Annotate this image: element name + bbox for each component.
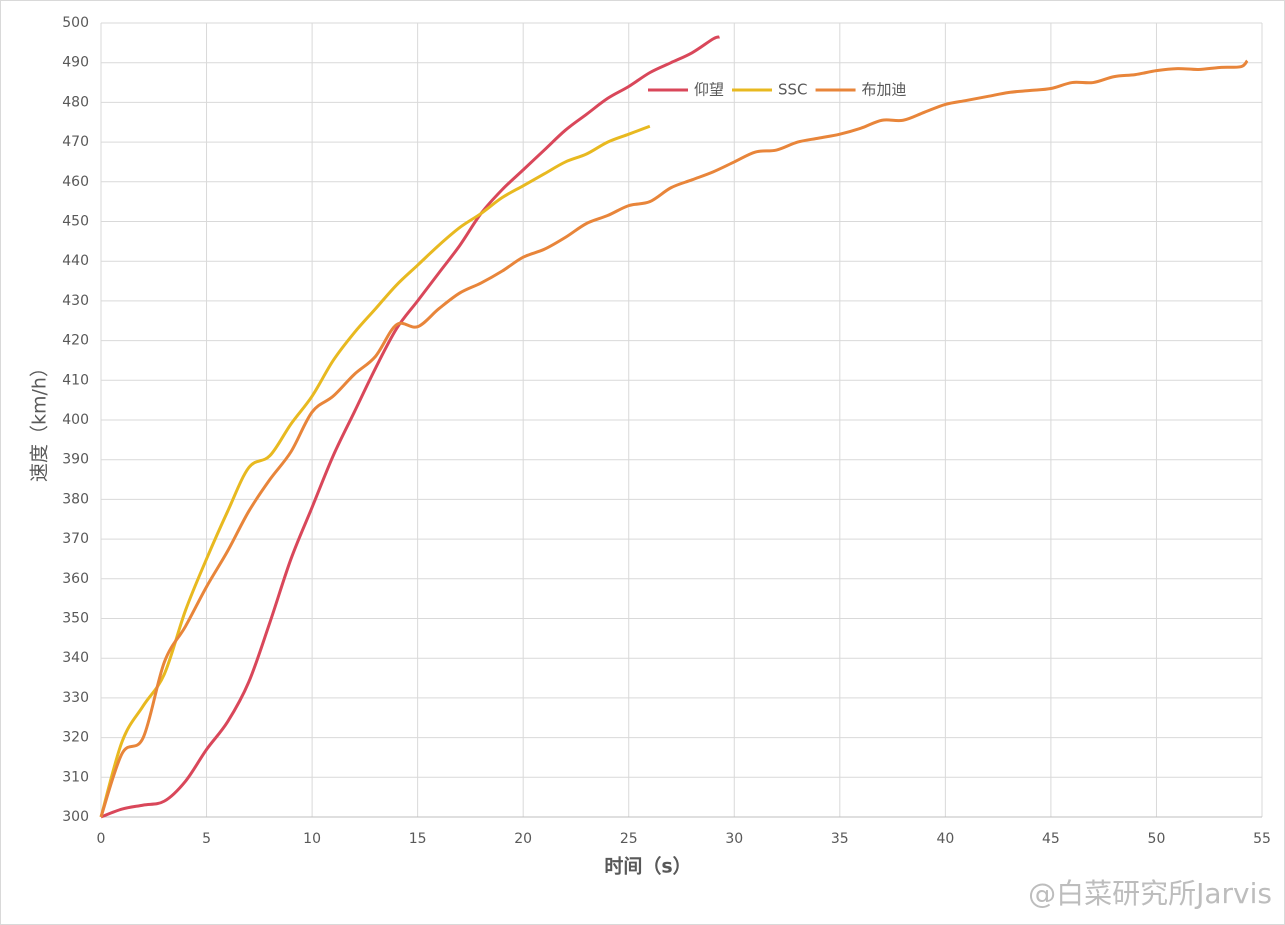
y-tick-label: 500 [62, 15, 89, 31]
x-tick-label: 30 [725, 831, 743, 847]
x-tick-label: 15 [409, 831, 427, 847]
y-tick-label: 350 [62, 611, 89, 627]
x-axis-title: 时间（s） [604, 855, 691, 878]
x-tick-label: 45 [1042, 831, 1060, 847]
watermark: @白菜研究所Jarvis [1028, 877, 1272, 910]
y-tick-label: 300 [62, 809, 89, 825]
y-tick-label: 380 [62, 491, 89, 507]
x-tick-label: 40 [936, 831, 954, 847]
x-tick-label: 50 [1148, 831, 1166, 847]
line-series [99, 124, 651, 818]
line-series [100, 35, 720, 819]
legend-label: 仰望 [694, 81, 724, 99]
y-axis-title: 速度（km/h） [29, 358, 51, 482]
line-series [99, 59, 1249, 818]
y-tick-label: 310 [62, 769, 89, 785]
y-tick-label: 340 [62, 650, 89, 666]
y-tick-label: 330 [62, 690, 89, 706]
y-tick-label: 430 [62, 293, 89, 309]
y-tick-label: 490 [62, 55, 89, 71]
y-tick-label: 390 [62, 452, 89, 468]
y-tick-label: 470 [62, 134, 89, 150]
legend-label: 布加迪 [862, 81, 907, 99]
y-tick-label: 460 [62, 174, 89, 190]
x-tick-label: 55 [1253, 831, 1271, 847]
y-tick-label: 420 [62, 333, 89, 349]
y-tick-label: 370 [62, 531, 89, 547]
y-tick-label: 360 [62, 571, 89, 587]
x-tick-label: 5 [202, 831, 211, 847]
x-tick-label: 35 [831, 831, 849, 847]
y-tick-label: 480 [62, 94, 89, 110]
x-tick-label: 25 [620, 831, 638, 847]
x-tick-label: 20 [514, 831, 532, 847]
y-tick-label: 410 [62, 372, 89, 388]
legend-label: SSC [778, 81, 808, 99]
x-tick-label: 0 [97, 831, 106, 847]
y-tick-label: 440 [62, 253, 89, 269]
y-tick-label: 400 [62, 412, 89, 428]
x-tick-label: 10 [303, 831, 321, 847]
y-tick-label: 450 [62, 214, 89, 230]
y-tick-label: 320 [62, 730, 89, 746]
